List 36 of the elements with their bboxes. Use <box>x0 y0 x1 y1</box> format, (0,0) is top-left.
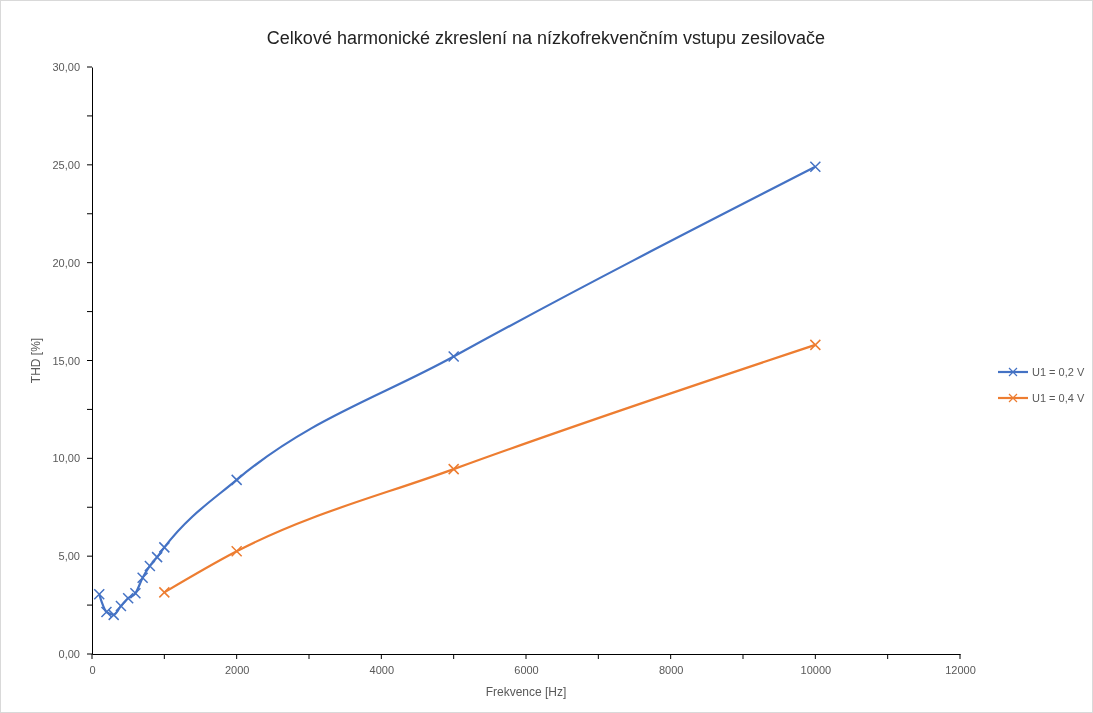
y-axis-title: THD [%] <box>29 337 43 384</box>
y-tick-label: 25,00 <box>52 158 80 171</box>
x-tick-label: 4000 <box>369 663 395 676</box>
x-axis-title: Frekvence [Hz] <box>485 685 567 699</box>
y-tick-label: 0,00 <box>58 648 80 661</box>
y-tick-label: 20,00 <box>52 256 80 269</box>
y-tick-label: 10,00 <box>52 452 80 465</box>
point <box>447 350 460 363</box>
point <box>230 545 243 558</box>
point <box>93 588 105 601</box>
x-tick-label: 8000 <box>658 663 684 676</box>
point <box>809 161 822 173</box>
chart-title: Celkové harmonické zkreslení na nízkofrekvenčním vstupu zesilovače <box>266 28 826 48</box>
legend-label: U1 = 0,4 V <box>1032 392 1085 404</box>
point <box>136 571 149 584</box>
x-tick-label: 6000 <box>514 663 539 676</box>
point <box>151 551 163 563</box>
point <box>144 560 156 572</box>
point <box>100 606 113 618</box>
point <box>809 339 822 351</box>
point <box>447 463 460 475</box>
y-tick-label: 5,00 <box>58 550 80 563</box>
point <box>115 600 127 612</box>
y-tick-label: 30,00 <box>52 61 80 74</box>
x-tick-label: 0 <box>89 663 96 676</box>
x-tick-label: 12000 <box>945 663 976 676</box>
point <box>129 587 142 600</box>
point <box>107 609 120 621</box>
x-tick-label: 10000 <box>800 663 832 676</box>
y-tick-label: 15,00 <box>52 354 80 367</box>
point <box>122 592 134 604</box>
legend-label: U1 = 0,2 V <box>1032 366 1085 378</box>
point <box>230 474 243 486</box>
x-tick-label: 2000 <box>224 663 250 676</box>
point <box>158 586 171 599</box>
point <box>158 541 171 554</box>
